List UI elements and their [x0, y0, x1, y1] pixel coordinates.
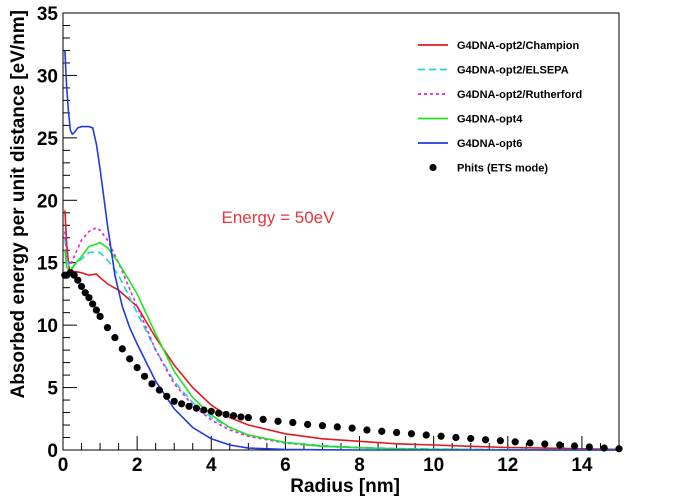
x-tick-label: 6: [280, 455, 291, 476]
y-tick-label: 25: [37, 129, 59, 150]
data-point: [467, 434, 475, 443]
data-point: [111, 334, 119, 342]
data-point: [274, 417, 282, 425]
data-point: [126, 355, 134, 363]
data-point: [556, 441, 564, 449]
data-point: [511, 438, 519, 446]
x-tick-label: 10: [423, 455, 444, 476]
series-line-g4dna-opt6: [64, 50, 619, 451]
series-line-g4dna-opt2-champion: [64, 210, 620, 451]
data-point: [289, 418, 297, 427]
x-tick-label: 12: [497, 455, 518, 476]
data-point: [541, 440, 549, 448]
x-axis-title: Radius [nm]: [290, 476, 400, 497]
legend-marker-phits-ets-mode: [429, 163, 437, 172]
x-tick-label: 2: [132, 455, 143, 476]
data-point: [118, 345, 126, 353]
series-layer: [61, 50, 623, 453]
data-point: [148, 380, 156, 388]
data-point: [74, 276, 82, 284]
x-tick-label: 4: [206, 455, 217, 476]
data-point: [133, 363, 141, 372]
x-tick-label: 14: [571, 455, 593, 476]
y-tick-label: 15: [37, 254, 59, 275]
data-point: [437, 432, 445, 440]
y-tick-label: 35: [37, 4, 59, 25]
y-tick-label: 30: [37, 66, 58, 87]
data-point: [407, 430, 416, 438]
y-tick-label: 10: [37, 316, 58, 337]
data-point: [89, 300, 97, 308]
y-axis-title: Absorbed energy per unit distance [eV/nm…: [8, 10, 29, 399]
legend-label: G4DNA-opt6: [457, 138, 522, 150]
data-point: [452, 433, 460, 442]
data-point: [526, 439, 534, 447]
legend: G4DNA-opt2/Champion G4DNA-opt2/ELSEPA G4DN…: [418, 40, 582, 175]
y-tick-label: 0: [47, 441, 58, 462]
data-point: [229, 412, 238, 420]
data-point: [178, 400, 186, 408]
data-point: [215, 409, 223, 417]
data-point: [155, 386, 163, 394]
data-point: [363, 426, 371, 434]
data-point: [378, 427, 386, 435]
data-point: [348, 424, 356, 432]
data-point: [259, 415, 267, 424]
data-point: [77, 282, 86, 291]
x-tick-label: 8: [354, 455, 365, 476]
legend-label: G4DNA-opt2/Rutherford: [457, 89, 582, 101]
data-point: [237, 413, 245, 421]
data-point: [244, 413, 252, 422]
data-point: [615, 445, 623, 453]
data-point: [81, 289, 89, 297]
data-point: [570, 442, 579, 450]
data-point: [96, 312, 104, 321]
data-point: [393, 428, 401, 437]
data-point: [92, 306, 100, 314]
data-point: [85, 294, 93, 302]
data-point: [192, 404, 201, 412]
legend-label: Phits (ETS mode): [457, 163, 548, 175]
legend-label: G4DNA-opt2/ELSEPA: [457, 65, 569, 77]
legend-label: G4DNA-opt2/Champion: [457, 40, 580, 52]
data-point: [185, 402, 193, 410]
data-point: [496, 437, 504, 445]
data-point: [304, 420, 312, 429]
data-point: [481, 436, 490, 444]
data-point: [140, 372, 149, 380]
x-tick-label: 0: [58, 455, 69, 476]
data-point: [318, 422, 327, 430]
data-point: [600, 444, 608, 452]
data-point: [222, 410, 230, 419]
data-point: [163, 392, 171, 400]
energy-annotation: Energy = 50eV: [222, 208, 336, 227]
series-phits-ets-mode: [61, 269, 623, 453]
data-point: [585, 443, 593, 451]
data-point: [103, 324, 112, 332]
data-point: [70, 271, 78, 279]
data-point: [170, 397, 178, 405]
data-point: [422, 431, 430, 439]
data-point: [200, 406, 208, 414]
y-tick-label: 5: [47, 379, 58, 400]
legend-label: G4DNA-opt4: [457, 114, 523, 126]
data-point: [333, 423, 341, 431]
y-tick-label: 20: [37, 191, 58, 212]
data-point: [207, 407, 215, 415]
